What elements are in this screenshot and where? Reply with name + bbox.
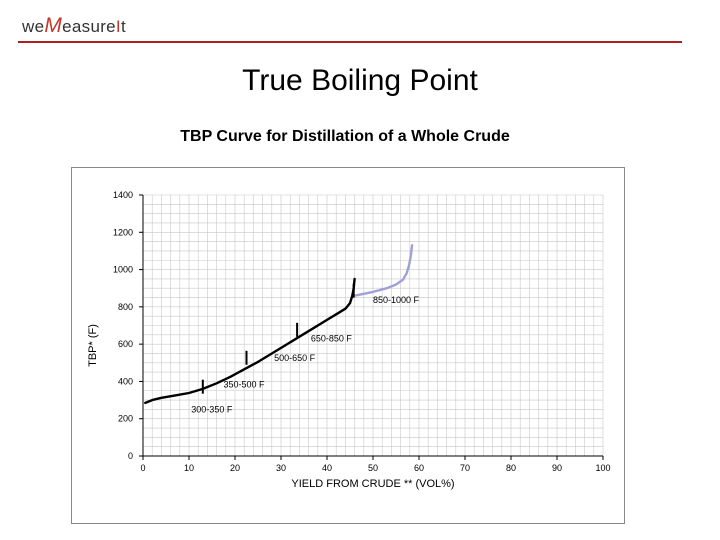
y-tick-label: 1200	[113, 227, 133, 237]
x-tick-label: 90	[552, 463, 562, 473]
y-tick-label: 800	[118, 302, 133, 312]
y-tick-label: 600	[118, 339, 133, 349]
x-axis-label: YIELD FROM CRUDE ** (VOL%)	[291, 478, 454, 490]
x-tick-label: 60	[414, 463, 424, 473]
x-tick-label: 40	[322, 463, 332, 473]
cut-label: 300-350 F	[191, 405, 233, 415]
y-axis-label: TBP* (F)	[87, 324, 99, 367]
header-divider	[18, 41, 682, 43]
cut-label: 500-650 F	[274, 353, 316, 363]
series-lines	[144, 244, 414, 405]
logo-part: M	[44, 14, 63, 37]
cut-label: 850-1000 F	[373, 295, 420, 305]
x-tick-label: 20	[230, 463, 240, 473]
series-line	[353, 244, 414, 297]
logo-part: t	[120, 17, 126, 36]
logo-part: easure	[62, 17, 116, 36]
y-tick-label: 1000	[113, 265, 133, 275]
cut-labels: 300-350 F 350-500 F 500-650 F 650-850 F 850-…	[191, 295, 419, 415]
grid-lines	[142, 194, 604, 457]
cut-label: 350-500 F	[224, 379, 266, 389]
x-tick-label: 70	[460, 463, 470, 473]
series-line	[144, 277, 356, 405]
slide-title: True Boiling Point	[242, 64, 478, 97]
cut-markers	[201, 283, 355, 394]
y-tick-label: 1400	[113, 190, 133, 200]
y-tick-label: 400	[118, 376, 133, 386]
logo: weMeasureIt	[22, 14, 126, 38]
chart-title: TBP Curve for Distillation of a Whole Cr…	[180, 128, 510, 145]
x-tick-label: 10	[184, 463, 194, 473]
x-tick-label: 30	[276, 463, 286, 473]
cut-label: 650-850 F	[311, 334, 353, 344]
logo-part: we	[22, 17, 45, 36]
axes	[139, 194, 604, 460]
x-tick-label: 50	[368, 463, 378, 473]
x-tick-label: 0	[140, 463, 145, 473]
logo-part: I	[115, 17, 121, 36]
tick-labels: 0 10 20 30 40 50 60 70 80 90 100020040060080010001…	[113, 190, 611, 473]
y-tick-label: 0	[128, 451, 133, 461]
x-tick-label: 80	[506, 463, 516, 473]
y-tick-label: 200	[118, 414, 133, 424]
x-tick-label: 100	[595, 463, 610, 473]
chart-frame	[71, 167, 625, 524]
